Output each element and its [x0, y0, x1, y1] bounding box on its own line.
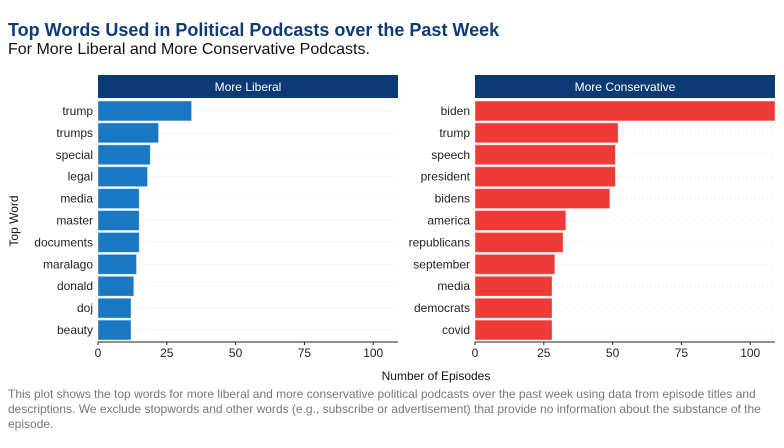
- facet-label: More Liberal: [215, 80, 282, 94]
- category-label: bidens: [435, 192, 470, 206]
- bar-beauty: [97, 319, 132, 341]
- x-tick-label: 75: [298, 346, 312, 360]
- bar-republicans: [474, 232, 564, 253]
- facet-strip: [98, 75, 398, 98]
- x-tick-label: 50: [229, 346, 243, 360]
- category-label: master: [56, 214, 93, 228]
- category-label: president: [421, 170, 471, 184]
- bar-bidens: [474, 188, 611, 209]
- facet-strip: [475, 75, 775, 98]
- category-label: special: [56, 148, 93, 162]
- x-tick-label: 25: [537, 346, 551, 360]
- category-label: media: [437, 279, 470, 293]
- x-axis-title: Number of Episodes: [382, 369, 491, 383]
- facet-label: More Conservative: [575, 80, 676, 94]
- bar-trumps: [97, 122, 159, 144]
- bar-democrats: [474, 297, 553, 319]
- bar-trump: [474, 122, 619, 144]
- bar-maralago: [97, 253, 137, 275]
- category-label: republicans: [409, 235, 470, 249]
- category-label: september: [413, 257, 470, 271]
- x-tick-label: 100: [363, 346, 383, 360]
- category-label: maralago: [43, 257, 93, 271]
- category-label: america: [427, 214, 470, 228]
- bar-special: [97, 144, 151, 166]
- category-label: biden: [441, 104, 470, 118]
- x-tick-label: 0: [95, 346, 102, 360]
- bar-doj: [97, 297, 132, 319]
- bar-september: [474, 253, 556, 275]
- bar-america: [474, 210, 567, 231]
- category-label: doj: [77, 301, 93, 315]
- x-tick-label: 25: [160, 346, 174, 360]
- bar-speech: [474, 144, 616, 166]
- category-label: documents: [34, 235, 93, 249]
- category-label: trump: [62, 104, 93, 118]
- x-tick-label: 75: [675, 346, 689, 360]
- category-label: media: [60, 192, 93, 206]
- x-tick-label: 100: [740, 346, 760, 360]
- category-label: trump: [439, 126, 470, 140]
- category-label: democrats: [414, 301, 470, 315]
- chart-caption: This plot shows the top words for more l…: [8, 387, 761, 431]
- bar-documents: [97, 232, 140, 253]
- bar-covid: [474, 319, 553, 341]
- chart-title: Top Words Used in Political Podcasts ove…: [8, 20, 500, 40]
- category-label: beauty: [57, 323, 93, 337]
- y-axis-title: Top Word: [7, 195, 21, 246]
- bar-donald: [97, 275, 135, 297]
- bar-legal: [97, 166, 148, 188]
- category-label: trumps: [56, 126, 93, 140]
- category-label: donald: [57, 279, 93, 293]
- category-label: legal: [68, 170, 93, 184]
- bar-trump: [97, 100, 192, 122]
- x-tick-label: 50: [606, 346, 620, 360]
- x-tick-label: 0: [472, 346, 479, 360]
- bar-media: [97, 188, 140, 209]
- category-label: speech: [431, 148, 470, 162]
- chart-subtitle: For More Liberal and More Conservative P…: [8, 41, 370, 58]
- category-label: covid: [442, 323, 470, 337]
- bar-president: [474, 166, 616, 188]
- bar-media: [474, 275, 553, 297]
- bar-biden: [474, 100, 776, 122]
- bar-master: [97, 210, 140, 231]
